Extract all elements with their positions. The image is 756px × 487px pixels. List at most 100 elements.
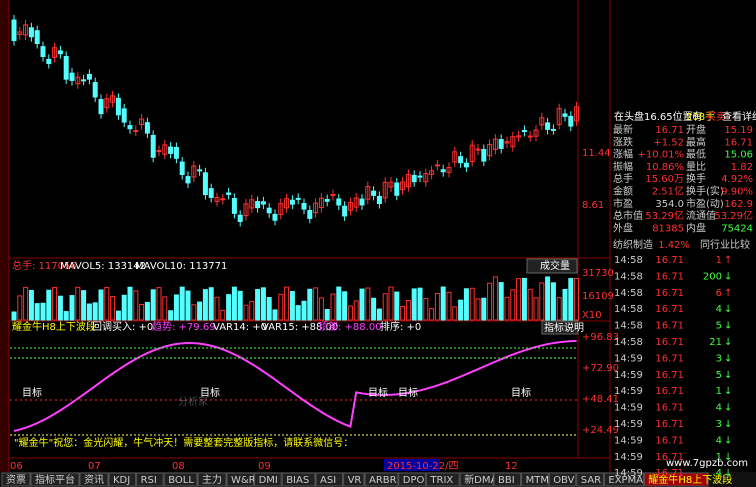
- industry-change: 1.42%: [658, 240, 690, 251]
- volume-bar: [197, 301, 203, 321]
- trade-price: 16.71: [655, 337, 684, 348]
- candle-body: [365, 186, 371, 200]
- candle-body: [574, 106, 580, 122]
- trade-price: 16.71: [655, 271, 684, 282]
- tab[interactable]: [576, 472, 604, 487]
- candle-body: [127, 125, 133, 130]
- volume-bar: [86, 303, 92, 321]
- tab[interactable]: [163, 472, 198, 487]
- volume-bar: [144, 301, 150, 321]
- tab[interactable]: [1, 472, 31, 487]
- candle-body: [34, 30, 40, 45]
- trade-time: 14:58: [614, 255, 643, 266]
- trade-volume: 4: [716, 304, 722, 315]
- candle-body: [214, 197, 220, 202]
- quote-label: 流通值: [686, 209, 716, 222]
- tab-label: ASI: [320, 475, 336, 486]
- tab[interactable]: [226, 472, 255, 487]
- candle-body: [191, 165, 197, 178]
- tab[interactable]: [459, 472, 494, 487]
- candle-body: [185, 176, 191, 184]
- quote-label: 最低: [686, 148, 706, 161]
- volume-bar: [492, 276, 498, 321]
- volume-bar: [121, 294, 127, 321]
- quote-value: 53.29亿: [714, 209, 753, 222]
- volume-bar: [469, 287, 475, 321]
- quote-value: 53.29亿: [645, 209, 684, 222]
- trade-volume: 4: [716, 435, 722, 446]
- tab[interactable]: [79, 472, 109, 487]
- tab[interactable]: [398, 472, 426, 487]
- volume-bar: [429, 308, 435, 321]
- candle-body: [162, 144, 168, 155]
- tab-label: BBI: [498, 475, 515, 486]
- candle-body: [487, 143, 493, 157]
- tab[interactable]: [343, 472, 365, 487]
- volume-bar: [104, 287, 110, 321]
- tab[interactable]: [281, 472, 316, 487]
- candle-body: [295, 197, 301, 200]
- candle-body: [121, 108, 127, 123]
- tab[interactable]: [364, 472, 399, 487]
- candle-body: [208, 188, 214, 198]
- volume-bar: [307, 288, 313, 321]
- candle-body: [568, 115, 574, 127]
- candle-body: [173, 147, 179, 159]
- indicator-header: 回调买入: +0: [92, 321, 153, 333]
- tab[interactable]: [108, 472, 137, 487]
- x-axis-label: 09: [258, 461, 271, 472]
- quote-label: 金额: [613, 185, 633, 198]
- tab[interactable]: [521, 472, 549, 487]
- tab[interactable]: [136, 472, 164, 487]
- volume-bar: [516, 278, 522, 321]
- quote-label: 总市值: [613, 209, 643, 222]
- volume-bar: [376, 308, 382, 321]
- candle-body: [411, 174, 417, 183]
- volume-bar: [504, 296, 510, 321]
- tab[interactable]: [254, 472, 282, 487]
- dropdown[interactable]: [526, 258, 578, 274]
- tab-label: 新DMA: [464, 473, 497, 486]
- indicator-header: VAR14: +0: [213, 322, 267, 333]
- candle-body: [376, 195, 382, 205]
- trade-price: 16.71: [655, 452, 684, 463]
- quote-header: 查看详细: [722, 110, 756, 123]
- tab[interactable]: [425, 472, 460, 487]
- volume-bar: [400, 305, 406, 321]
- tab-label: EXPMA: [608, 475, 643, 486]
- trade-price: 16.71: [655, 304, 684, 315]
- tab-label: DMI: [259, 475, 278, 486]
- indicator-axis-label: +96.83: [582, 332, 619, 343]
- price-axis-label: 8.61: [582, 200, 604, 211]
- indicator-button[interactable]: [541, 320, 579, 335]
- volume-bar: [249, 301, 255, 321]
- volume-bar: [150, 289, 156, 321]
- indicator-header: 顶部: +88.00: [318, 320, 382, 333]
- volume-bar: [75, 286, 81, 321]
- candle-body: [388, 181, 394, 188]
- volume-bar: [92, 302, 98, 321]
- indicator-header: 趋势: +79.69: [152, 320, 216, 333]
- x-axis-label: 06: [10, 461, 23, 472]
- volume-bar: [133, 290, 139, 321]
- quote-value: 2.51亿: [652, 185, 684, 198]
- tab[interactable]: [315, 472, 344, 487]
- tab-label: OBV: [553, 475, 574, 486]
- quote-header: 在头盘16.65位置有: [614, 110, 703, 123]
- volume-axis-label: 16109: [582, 291, 614, 302]
- tab[interactable]: [603, 472, 644, 487]
- indicator-header: VAR15: +88.00: [262, 322, 338, 333]
- volume-bar: [533, 297, 539, 321]
- tab[interactable]: [197, 472, 227, 487]
- x-axis-label: 12: [505, 461, 518, 472]
- tab[interactable]: [643, 472, 709, 487]
- volume-bar: [388, 286, 394, 321]
- trade-direction: ↑: [724, 288, 732, 299]
- indicator-axis-label: +72.90: [582, 363, 619, 374]
- trade-volume: 5: [716, 321, 722, 332]
- tab[interactable]: [493, 472, 522, 487]
- candle-body: [98, 99, 104, 115]
- tab[interactable]: [30, 472, 80, 487]
- tab[interactable]: [548, 472, 577, 487]
- trade-direction: ↓: [724, 353, 732, 364]
